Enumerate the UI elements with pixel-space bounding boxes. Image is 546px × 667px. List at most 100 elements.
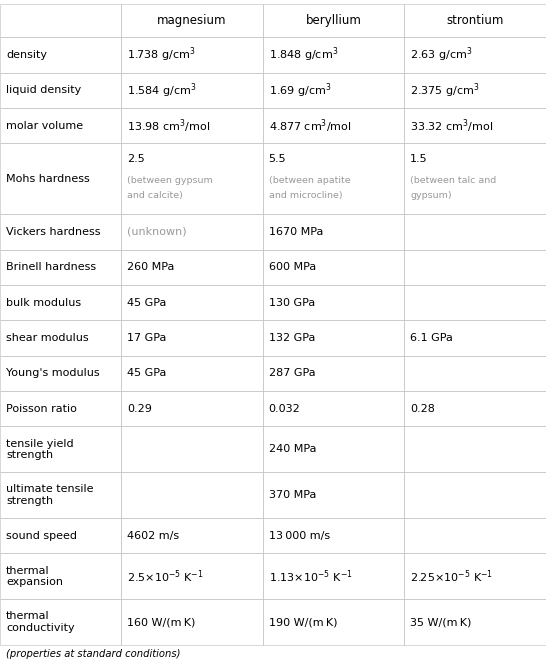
Bar <box>263 391 404 426</box>
Text: 1.584 g/cm$^{3}$: 1.584 g/cm$^{3}$ <box>127 81 197 99</box>
Bar <box>263 320 404 356</box>
Bar <box>263 214 404 249</box>
Bar <box>121 214 263 249</box>
Text: bulk modulus: bulk modulus <box>6 297 81 307</box>
Bar <box>404 143 546 214</box>
Bar <box>263 554 404 599</box>
Bar <box>0 73 121 108</box>
Text: (unknown): (unknown) <box>127 227 187 237</box>
Bar <box>0 108 121 143</box>
Text: molar volume: molar volume <box>6 121 83 131</box>
Text: (between apatite: (between apatite <box>269 175 350 185</box>
Bar <box>121 518 263 554</box>
Bar <box>0 249 121 285</box>
Text: 45 GPa: 45 GPa <box>127 368 167 378</box>
Bar <box>121 108 263 143</box>
Text: sound speed: sound speed <box>6 531 77 541</box>
Text: 2.375 g/cm$^{3}$: 2.375 g/cm$^{3}$ <box>410 81 479 99</box>
Bar <box>404 391 546 426</box>
Bar <box>404 37 546 73</box>
Bar <box>263 143 404 214</box>
Bar <box>0 554 121 599</box>
Bar <box>0 518 121 554</box>
Bar <box>263 356 404 391</box>
Text: 4602 m/s: 4602 m/s <box>127 531 179 541</box>
Text: 5.5: 5.5 <box>269 154 286 164</box>
Bar <box>121 320 263 356</box>
Bar <box>0 214 121 249</box>
Text: Mohs hardness: Mohs hardness <box>6 174 90 184</box>
Bar <box>404 108 546 143</box>
Text: 287 GPa: 287 GPa <box>269 368 315 378</box>
Bar <box>263 285 404 320</box>
Text: tensile yield
strength: tensile yield strength <box>6 439 74 460</box>
Text: 13.98 cm$^{3}$/mol: 13.98 cm$^{3}$/mol <box>127 117 210 135</box>
Bar <box>121 472 263 518</box>
Text: Poisson ratio: Poisson ratio <box>6 404 77 414</box>
Bar <box>263 4 404 37</box>
Bar <box>263 249 404 285</box>
Bar <box>404 599 546 645</box>
Text: 45 GPa: 45 GPa <box>127 297 167 307</box>
Text: shear modulus: shear modulus <box>6 333 88 343</box>
Bar <box>121 391 263 426</box>
Text: gypsum): gypsum) <box>410 191 452 199</box>
Text: (between talc and: (between talc and <box>410 175 496 185</box>
Bar <box>263 472 404 518</box>
Text: magnesium: magnesium <box>157 14 227 27</box>
Bar <box>263 108 404 143</box>
Bar <box>121 73 263 108</box>
Bar <box>0 426 121 472</box>
Bar <box>0 356 121 391</box>
Text: 1.13$\times10^{-5}$ K$^{-1}$: 1.13$\times10^{-5}$ K$^{-1}$ <box>269 568 353 584</box>
Text: Vickers hardness: Vickers hardness <box>6 227 100 237</box>
Bar <box>0 37 121 73</box>
Bar <box>121 599 263 645</box>
Text: density: density <box>6 50 47 60</box>
Text: 0.28: 0.28 <box>410 404 435 414</box>
Text: and microcline): and microcline) <box>269 191 342 199</box>
Bar <box>0 320 121 356</box>
Text: (between gypsum: (between gypsum <box>127 175 213 185</box>
Text: 1670 MPa: 1670 MPa <box>269 227 323 237</box>
Bar <box>404 214 546 249</box>
Text: thermal
conductivity: thermal conductivity <box>6 612 75 633</box>
Text: 370 MPa: 370 MPa <box>269 490 316 500</box>
Bar <box>263 518 404 554</box>
Text: 2.5: 2.5 <box>127 154 145 164</box>
Text: 2.5$\times10^{-5}$ K$^{-1}$: 2.5$\times10^{-5}$ K$^{-1}$ <box>127 568 204 584</box>
Bar <box>404 285 546 320</box>
Text: 6.1 GPa: 6.1 GPa <box>410 333 453 343</box>
Text: 33.32 cm$^{3}$/mol: 33.32 cm$^{3}$/mol <box>410 117 493 135</box>
Text: Brinell hardness: Brinell hardness <box>6 262 96 272</box>
Text: ultimate tensile
strength: ultimate tensile strength <box>6 484 93 506</box>
Text: 35 W/(m K): 35 W/(m K) <box>410 617 471 627</box>
Bar <box>121 554 263 599</box>
Text: Young's modulus: Young's modulus <box>6 368 99 378</box>
Text: 1.69 g/cm$^{3}$: 1.69 g/cm$^{3}$ <box>269 81 331 99</box>
Bar <box>0 472 121 518</box>
Text: 190 W/(m K): 190 W/(m K) <box>269 617 337 627</box>
Bar <box>404 4 546 37</box>
Text: (properties at standard conditions): (properties at standard conditions) <box>6 650 181 660</box>
Bar <box>0 599 121 645</box>
Bar <box>0 285 121 320</box>
Text: liquid density: liquid density <box>6 85 81 95</box>
Bar <box>404 554 546 599</box>
Bar <box>121 356 263 391</box>
Bar <box>121 285 263 320</box>
Bar <box>404 472 546 518</box>
Bar <box>263 37 404 73</box>
Text: strontium: strontium <box>446 14 504 27</box>
Text: beryllium: beryllium <box>305 14 361 27</box>
Text: and calcite): and calcite) <box>127 191 183 199</box>
Bar <box>404 320 546 356</box>
Text: 600 MPa: 600 MPa <box>269 262 316 272</box>
Text: 2.25$\times10^{-5}$ K$^{-1}$: 2.25$\times10^{-5}$ K$^{-1}$ <box>410 568 493 584</box>
Bar <box>121 37 263 73</box>
Text: 0.29: 0.29 <box>127 404 152 414</box>
Text: 4.877 cm$^{3}$/mol: 4.877 cm$^{3}$/mol <box>269 117 351 135</box>
Bar <box>404 426 546 472</box>
Bar <box>121 4 263 37</box>
Bar <box>404 249 546 285</box>
